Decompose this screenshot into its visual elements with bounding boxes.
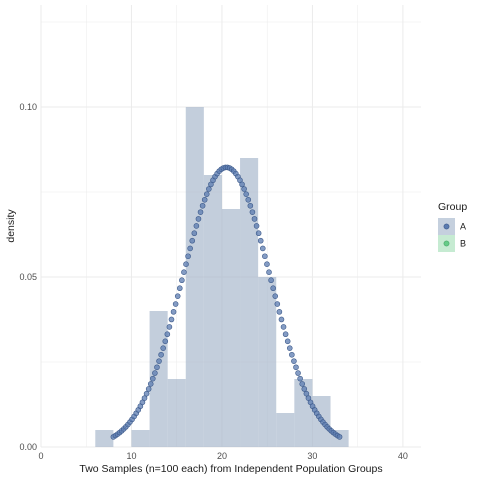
density-point [189,237,196,244]
legend-key-a-point [443,223,450,230]
density-point [241,186,247,192]
legend-label-b: B [460,239,466,249]
density-point [174,293,181,299]
density-point [293,364,299,371]
y-axis-tick-labels: 0.00 0.05 0.10 [19,102,37,452]
density-point [166,324,173,330]
x-tick-label: 30 [307,451,317,461]
density-point [145,386,152,392]
histogram-bar [95,430,114,447]
density-point [262,253,268,260]
density-point [301,386,308,392]
x-tick-label: 40 [398,451,408,461]
density-point [272,293,279,299]
density-point [264,261,270,267]
histogram-bar [167,379,186,447]
density-point [179,277,185,284]
density-point [183,261,189,267]
legend-key-a [438,218,455,235]
density-point [245,196,252,203]
density-point [289,351,295,358]
density-point [253,223,260,229]
density-point [164,331,171,338]
density-point [280,324,287,330]
y-tick-label: 0.00 [19,442,37,452]
legend-key-b [438,235,455,252]
density-point [259,245,266,252]
density-point [199,202,206,209]
density-point [266,269,272,275]
density-point [268,277,274,284]
density-point [160,345,166,351]
density-point [206,186,212,192]
legend-key-b-point [443,240,450,247]
x-axis-tick-labels: 0 10 20 30 40 [38,451,407,461]
density-point [249,209,256,215]
density-point [270,285,276,292]
density-point [156,358,162,364]
histogram-bar [149,311,168,447]
density-point [203,191,210,197]
histogram-bar [185,107,204,447]
legend-title: Group [438,201,467,213]
density-point [150,375,156,382]
density-point [274,301,281,307]
legend: Group A B [438,201,467,252]
density-point [193,223,200,229]
density-point [191,230,198,237]
histogram-bar [131,430,150,447]
density-point [181,269,187,275]
density-point [336,434,343,440]
density-point [276,309,283,315]
density-point [162,338,169,345]
x-axis-title: Two Samples (n=100 each) from Independen… [79,463,382,475]
histogram-bar [240,158,259,447]
density-point [251,216,258,222]
x-tick-label: 10 [126,451,136,461]
density-point [239,181,245,188]
density-point [185,253,191,260]
density-point [243,191,249,197]
x-tick-label: 0 [38,451,43,461]
x-tick-label: 20 [217,451,227,461]
density-point [147,381,154,387]
legend-label-a: A [460,222,466,232]
density-curve-points [110,164,343,440]
density-point [158,351,164,358]
density-point [154,364,160,371]
density-point [295,370,301,376]
density-point [197,209,204,215]
density-point [297,375,303,382]
y-tick-label: 0.05 [19,272,37,282]
density-point [152,370,158,376]
density-point [247,202,254,209]
density-point [168,316,175,323]
density-point [299,381,306,387]
density-point [176,285,183,292]
density-point [143,390,150,397]
density-point [170,309,177,315]
density-point [255,230,262,237]
density-point [282,331,289,338]
y-axis-title: density [5,209,17,243]
density-point [201,196,208,203]
density-point [303,390,310,397]
density-point [195,216,202,222]
density-point [257,237,264,244]
density-point [291,358,297,364]
density-point [141,395,148,401]
density-point [172,301,179,307]
histogram-bar [203,175,222,447]
histogram-bar [276,413,295,447]
histogram-bar [221,209,241,447]
histogram-bar [258,277,277,447]
density-point [284,338,291,345]
histogram-bars [95,107,349,447]
density-point [286,345,293,351]
y-tick-label: 0.10 [19,102,37,112]
density-point [278,316,285,323]
density-point [187,245,193,252]
